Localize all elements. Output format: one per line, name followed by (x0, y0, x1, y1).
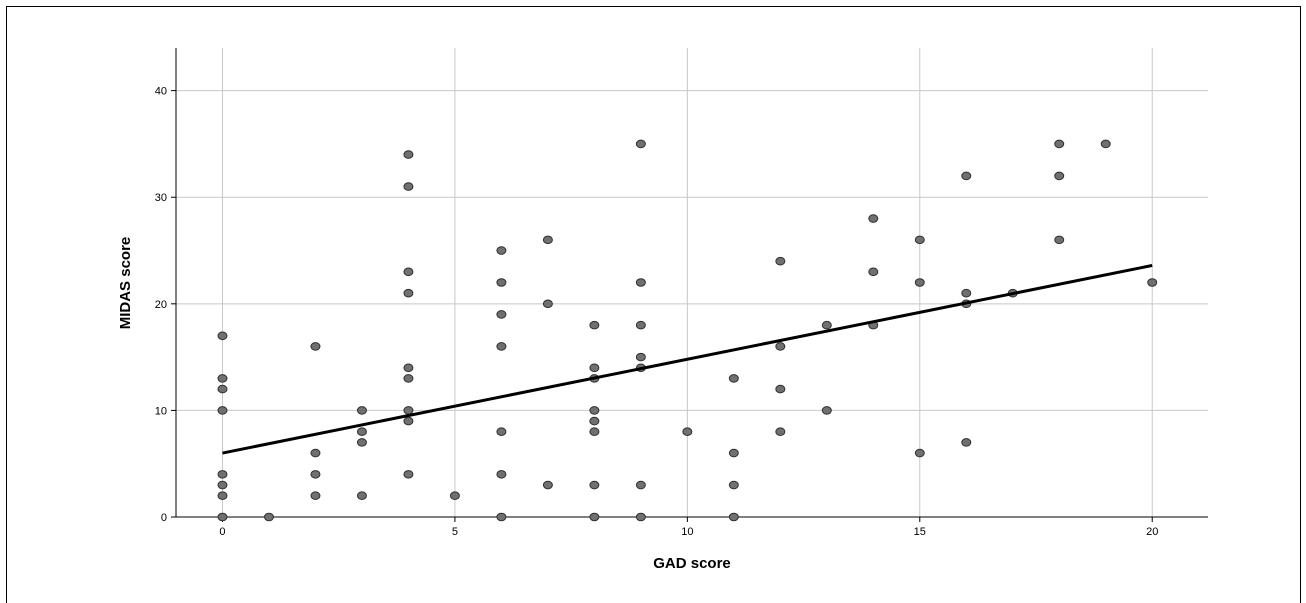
y-tick-label: 20 (155, 299, 167, 311)
data-point (496, 246, 507, 255)
y-tick-label: 0 (161, 512, 167, 524)
x-tick-label: 5 (452, 526, 458, 538)
data-point (589, 512, 600, 522)
x-tick-label: 10 (681, 526, 693, 538)
data-point (542, 480, 553, 490)
data-point (589, 416, 600, 426)
data-point (728, 480, 739, 490)
x-tick-label: 0 (219, 526, 225, 538)
data-point (403, 374, 414, 383)
data-point (217, 480, 228, 490)
data-point (1147, 278, 1158, 287)
data-point (542, 235, 553, 245)
y-axis-title: MIDAS score (117, 237, 134, 330)
data-point (961, 171, 972, 181)
data-point (1054, 235, 1065, 245)
data-point (542, 299, 553, 309)
y-tick-label: 30 (155, 192, 167, 204)
data-point (589, 406, 600, 415)
y-tick-label: 10 (155, 405, 167, 417)
data-point (403, 267, 414, 277)
data-point (217, 512, 228, 522)
data-point (914, 448, 925, 458)
data-point (1054, 171, 1065, 181)
data-point (589, 427, 600, 437)
data-point (635, 512, 646, 522)
data-point (496, 427, 507, 437)
data-point (217, 331, 228, 341)
data-point (403, 182, 414, 191)
data-point (496, 342, 507, 351)
data-point (914, 235, 925, 245)
data-point (868, 267, 879, 277)
data-point (961, 288, 972, 298)
x-axis-ticks: 0 5 10 15 20 (219, 517, 1158, 538)
regression-line (222, 263, 1153, 455)
data-point (961, 438, 972, 447)
data-point (449, 491, 460, 500)
data-point (403, 416, 414, 426)
data-point (821, 406, 832, 415)
data-point (1054, 139, 1065, 149)
data-point (635, 480, 646, 490)
data-point (589, 320, 600, 330)
data-point (403, 288, 414, 298)
data-point (403, 150, 414, 159)
data-point (1100, 139, 1111, 149)
chart-frame (6, 6, 1301, 603)
data-point (403, 470, 414, 479)
data-point (310, 470, 321, 479)
data-point (775, 384, 786, 394)
data-point (310, 448, 321, 458)
data-point (356, 491, 367, 500)
data-point (217, 470, 228, 479)
data-point (217, 384, 228, 394)
data-point (775, 256, 786, 266)
data-point (217, 374, 228, 383)
axes (175, 48, 1208, 518)
data-point (356, 438, 367, 447)
data-point (635, 320, 646, 330)
data-point (403, 363, 414, 373)
x-tick-label: 20 (1146, 526, 1158, 538)
x-axis-title: GAD score (653, 555, 731, 572)
data-point (868, 214, 879, 223)
data-point (914, 278, 925, 287)
data-point (356, 427, 367, 437)
data-point (775, 427, 786, 437)
y-tick-label: 40 (155, 86, 167, 98)
data-point (728, 374, 739, 383)
data-point (589, 480, 600, 490)
data-point (728, 448, 739, 458)
data-point (635, 352, 646, 362)
grid-lines (176, 48, 1208, 517)
data-point (310, 491, 321, 500)
data-point (217, 491, 228, 500)
data-point (263, 512, 274, 522)
data-point (775, 342, 786, 351)
data-point (496, 512, 507, 522)
data-point (635, 278, 646, 287)
data-point (728, 512, 739, 522)
y-axis-ticks: 0 10 20 30 40 (155, 86, 176, 524)
data-point (589, 363, 600, 373)
data-point (682, 427, 693, 437)
data-point (821, 320, 832, 330)
data-point (310, 342, 321, 351)
data-point (356, 406, 367, 415)
data-point (403, 406, 414, 415)
data-point (635, 139, 646, 149)
data-point (496, 310, 507, 319)
data-point (496, 470, 507, 479)
data-points (217, 139, 1158, 522)
data-point (496, 278, 507, 287)
x-tick-label: 15 (914, 526, 926, 538)
data-point (217, 406, 228, 415)
